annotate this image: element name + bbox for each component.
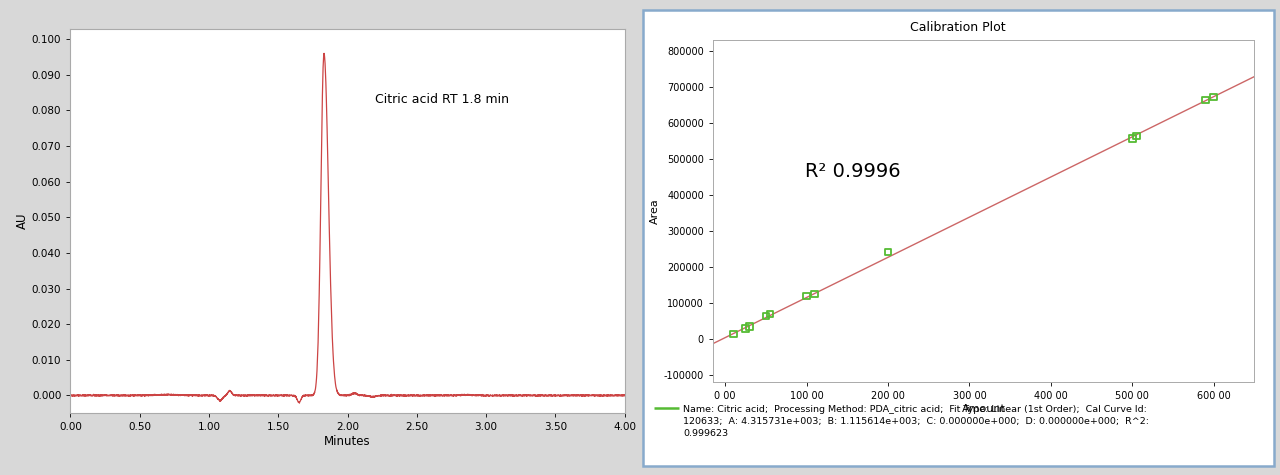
Point	[1203, 93, 1224, 101]
Point	[878, 248, 899, 256]
Y-axis label: Area: Area	[649, 199, 659, 224]
Point	[805, 290, 826, 298]
Text: Name: Citric acid;  Processing Method: PDA_citric acid;  Fit Type: Linear (1st O: Name: Citric acid; Processing Method: PD…	[684, 405, 1149, 438]
Text: R² 0.9996: R² 0.9996	[805, 162, 901, 181]
Text: Citric acid RT 1.8 min: Citric acid RT 1.8 min	[375, 93, 509, 106]
Text: Calibration Plot: Calibration Plot	[910, 21, 1006, 34]
Point	[796, 292, 817, 300]
Point	[755, 312, 776, 320]
Point	[735, 324, 755, 332]
X-axis label: Minutes: Minutes	[324, 435, 371, 448]
Point	[760, 310, 781, 318]
Point	[1123, 134, 1143, 142]
Point	[740, 323, 760, 331]
Y-axis label: AU: AU	[17, 213, 29, 229]
Point	[1196, 96, 1216, 104]
Point	[1126, 132, 1147, 140]
X-axis label: Amount: Amount	[961, 404, 1006, 414]
Point	[723, 330, 744, 338]
